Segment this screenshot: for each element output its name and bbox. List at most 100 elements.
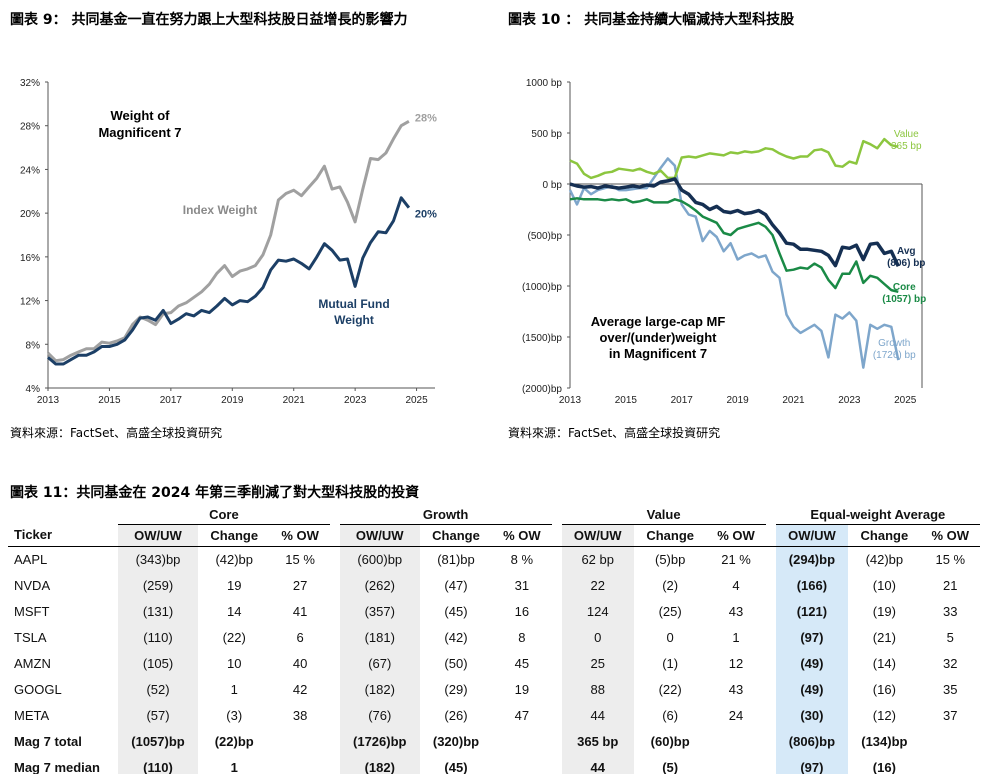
x-tick-label: 2023 bbox=[838, 395, 861, 406]
value-cell: 40 bbox=[292, 655, 308, 671]
y-tick-label: (1500)bp bbox=[522, 333, 562, 344]
value-cell bbox=[706, 728, 765, 754]
value-cell: (76) bbox=[339, 702, 420, 728]
value-cell: (47) bbox=[444, 577, 468, 593]
value-cell: (10) bbox=[872, 577, 896, 593]
end-value-label: (1057) bp bbox=[882, 294, 926, 305]
value-cell: 88 bbox=[561, 676, 634, 702]
column-header: Change bbox=[848, 524, 921, 547]
value-cell: 365 bp bbox=[561, 728, 634, 754]
annotation-title: Average large-cap MF bbox=[591, 314, 726, 329]
value-cell: (19) bbox=[872, 603, 896, 619]
value-cell: 124 bbox=[561, 598, 634, 624]
ticker-cell: TSLA bbox=[14, 629, 47, 645]
ticker-cell: META bbox=[14, 707, 50, 723]
y-tick-label: 24% bbox=[20, 165, 40, 176]
value-cell: (259) bbox=[118, 572, 198, 598]
value-cell: 8 % bbox=[510, 551, 534, 567]
value-cell: (110) bbox=[118, 624, 198, 650]
value-cell: (262) bbox=[339, 572, 420, 598]
value-cell: 21 % bbox=[721, 551, 751, 567]
value-cell: 6 bbox=[296, 629, 304, 645]
value-cell: (49) bbox=[775, 676, 849, 702]
value-cell: (806)bp bbox=[775, 728, 849, 754]
series-label-growth: Growth bbox=[878, 338, 910, 349]
end-value-label: 28% bbox=[415, 112, 437, 124]
value-cell: (67) bbox=[339, 650, 420, 676]
ticker-cell: Mag 7 total bbox=[14, 733, 82, 749]
y-tick-label: 4% bbox=[26, 384, 41, 395]
ticker-cell: NVDA bbox=[14, 577, 51, 593]
table-row: AMZN (105) 10 40 (67) (50) 45 25 (1) 12 (49) (14) 32 bbox=[8, 650, 980, 676]
table-row: AAPL (343)bp (42)bp 15 % (600)bp (81)bp 8 % 62 … bbox=[8, 546, 980, 572]
value-cell: (22)bp bbox=[214, 733, 254, 749]
value-cell: (26) bbox=[444, 707, 468, 723]
value-cell: (14) bbox=[872, 655, 896, 671]
y-tick-label: 28% bbox=[20, 122, 40, 133]
chart10-title: 圖表 10 ： 共同基金持續大幅減持大型科技股 bbox=[508, 12, 795, 28]
value-cell bbox=[270, 754, 329, 774]
x-tick-label: 2025 bbox=[894, 395, 917, 406]
table-body: AAPL (343)bp (42)bp 15 % (600)bp (81)bp 8 % 62 … bbox=[8, 546, 980, 774]
column-header: OW/UW bbox=[775, 524, 849, 547]
series-line-core bbox=[569, 197, 899, 294]
column-header: OW/UW bbox=[561, 524, 634, 547]
table-row: MSFT (131) 14 41 (357) (45) 16 124 (25) 43 (121) (1… bbox=[8, 598, 980, 624]
value-cell: (105) bbox=[118, 650, 198, 676]
value-cell: (181) bbox=[339, 624, 420, 650]
x-tick-label: 2019 bbox=[726, 395, 749, 406]
value-cell: (50) bbox=[444, 655, 468, 671]
group-equal-weight: Equal-weight Average bbox=[775, 506, 980, 525]
x-tick-label: 2023 bbox=[344, 395, 367, 406]
value-cell: (22) bbox=[658, 681, 682, 697]
value-cell: (357) bbox=[339, 598, 420, 624]
value-cell: 0 bbox=[666, 629, 674, 645]
series-label-value: Value bbox=[894, 129, 919, 140]
series-line-mutual-fund-weight bbox=[47, 196, 411, 366]
value-cell bbox=[921, 754, 980, 774]
chart10-source: 資料來源：FactSet、高盛全球投資研究 bbox=[508, 426, 721, 440]
table-row: GOOGL (52) 1 42 (182) (29) 19 88 (22) 43 (49) (16) 3… bbox=[8, 676, 980, 702]
column-header: % OW bbox=[706, 524, 766, 547]
value-cell: (121) bbox=[775, 598, 849, 624]
column-header-row: Ticker OW/UW Change% OW OW/UW Change% OW OW/U… bbox=[8, 524, 980, 547]
series-label-mutual-fund: Weight bbox=[334, 313, 374, 327]
y-tick-label: 1000 bp bbox=[526, 78, 563, 89]
x-tick-label: 2013 bbox=[37, 395, 60, 406]
value-cell: (182) bbox=[339, 754, 420, 774]
value-cell: (600)bp bbox=[339, 546, 420, 572]
value-cell: (81)bp bbox=[437, 551, 475, 567]
value-cell bbox=[492, 728, 551, 754]
value-cell: 62 bp bbox=[561, 546, 634, 572]
x-tick-label: 2017 bbox=[160, 395, 183, 406]
value-cell bbox=[270, 728, 329, 754]
value-cell: 38 bbox=[292, 707, 308, 723]
x-tick-label: 2021 bbox=[283, 395, 306, 406]
value-cell: (29) bbox=[444, 681, 468, 697]
value-cell: (57) bbox=[118, 702, 198, 728]
value-cell: 47 bbox=[514, 707, 530, 723]
table-row: META (57) (3) 38 (76) (26) 47 44 (6) 24 (30) (12) 37 bbox=[8, 702, 980, 728]
end-value-label: (806) bp bbox=[887, 258, 925, 269]
total-row: Mag 7 total (1057)bp (22)bp (1726)bp (320)bp… bbox=[8, 728, 980, 754]
value-cell: (2) bbox=[662, 577, 679, 593]
value-cell: 10 bbox=[226, 655, 242, 671]
x-tick-label: 2015 bbox=[615, 395, 638, 406]
series-label-mutual-fund: Mutual Fund bbox=[318, 297, 389, 311]
value-cell: 19 bbox=[514, 681, 530, 697]
value-cell: (343)bp bbox=[118, 546, 198, 572]
y-tick-label: 12% bbox=[20, 297, 40, 308]
value-cell: (97) bbox=[775, 754, 849, 774]
column-header: % OW bbox=[270, 524, 330, 547]
value-cell: 5 bbox=[946, 629, 954, 645]
ticker-cell: Mag 7 median bbox=[14, 759, 100, 774]
value-cell: 31 bbox=[514, 577, 530, 593]
value-cell: (16) bbox=[872, 681, 896, 697]
y-tick-label: (500)bp bbox=[528, 231, 563, 242]
value-cell: (5) bbox=[662, 759, 679, 774]
value-cell: 33 bbox=[943, 603, 958, 619]
x-tick-label: 2015 bbox=[98, 395, 121, 406]
value-cell: (182) bbox=[339, 676, 420, 702]
value-cell bbox=[921, 728, 980, 754]
y-tick-label: (2000)bp bbox=[522, 384, 562, 395]
